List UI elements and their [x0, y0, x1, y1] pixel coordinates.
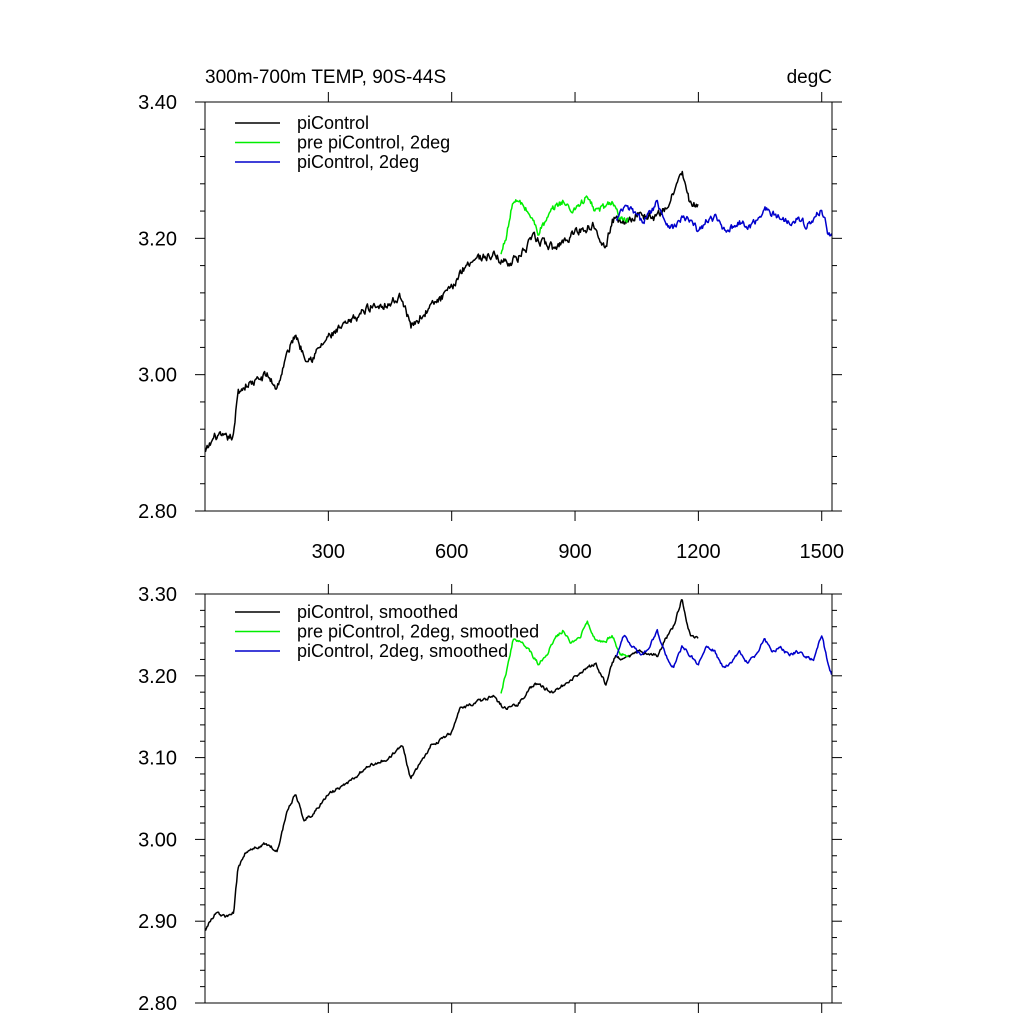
legend-label: piControl, smoothed	[297, 602, 458, 622]
top-panel-units: degC	[787, 67, 832, 88]
legend-label: pre piControl, 2deg	[297, 133, 450, 153]
bottom-panel: 2.80 2.90 3.00 3.10 3.20 3.30 piControl, smoo…	[138, 584, 842, 1015]
x-tick-label: 300	[312, 541, 345, 563]
y-tick-label: 2.80	[138, 993, 177, 1015]
legend-label: pre piControl, 2deg, smoothed	[297, 622, 539, 642]
legend-label: piControl	[297, 113, 369, 133]
y-tick-label: 3.10	[138, 748, 177, 770]
y-tick-label: 3.20	[138, 228, 177, 250]
y-tick-label: 3.30	[138, 584, 177, 606]
bottom-panel-frame	[204, 593, 833, 1004]
series-line-picontrol-2deg	[616, 199, 833, 237]
legend-label: piControl, 2deg	[297, 152, 419, 172]
series-line-picontrol-2deg-smoothed	[615, 628, 833, 675]
top-panel: 300m-700m TEMP, 90S-44S degC 2.80 3.00 3.2…	[138, 67, 844, 563]
series-line-pre-picontrol-2deg-smoothed	[500, 620, 629, 694]
y-tick-label: 3.20	[138, 666, 177, 688]
series-line-pre-picontrol-2deg	[500, 195, 630, 255]
x-tick-label: 600	[435, 541, 468, 563]
x-tick-label: 1200	[676, 541, 721, 563]
y-tick-label: 3.00	[138, 829, 177, 851]
x-tick-label: 1500	[799, 541, 844, 563]
legend-label: piControl, 2deg, smoothed	[297, 641, 508, 661]
top-panel-frame	[204, 101, 833, 512]
y-tick-label: 3.00	[138, 365, 177, 387]
y-tick-label: 3.40	[138, 92, 177, 114]
top-panel-title: 300m-700m TEMP, 90S-44S	[205, 67, 446, 88]
y-tick-label: 2.90	[138, 911, 177, 933]
y-tick-label: 2.80	[138, 501, 177, 523]
x-tick-label: 900	[558, 541, 591, 563]
series-line-picontrol	[204, 170, 699, 453]
